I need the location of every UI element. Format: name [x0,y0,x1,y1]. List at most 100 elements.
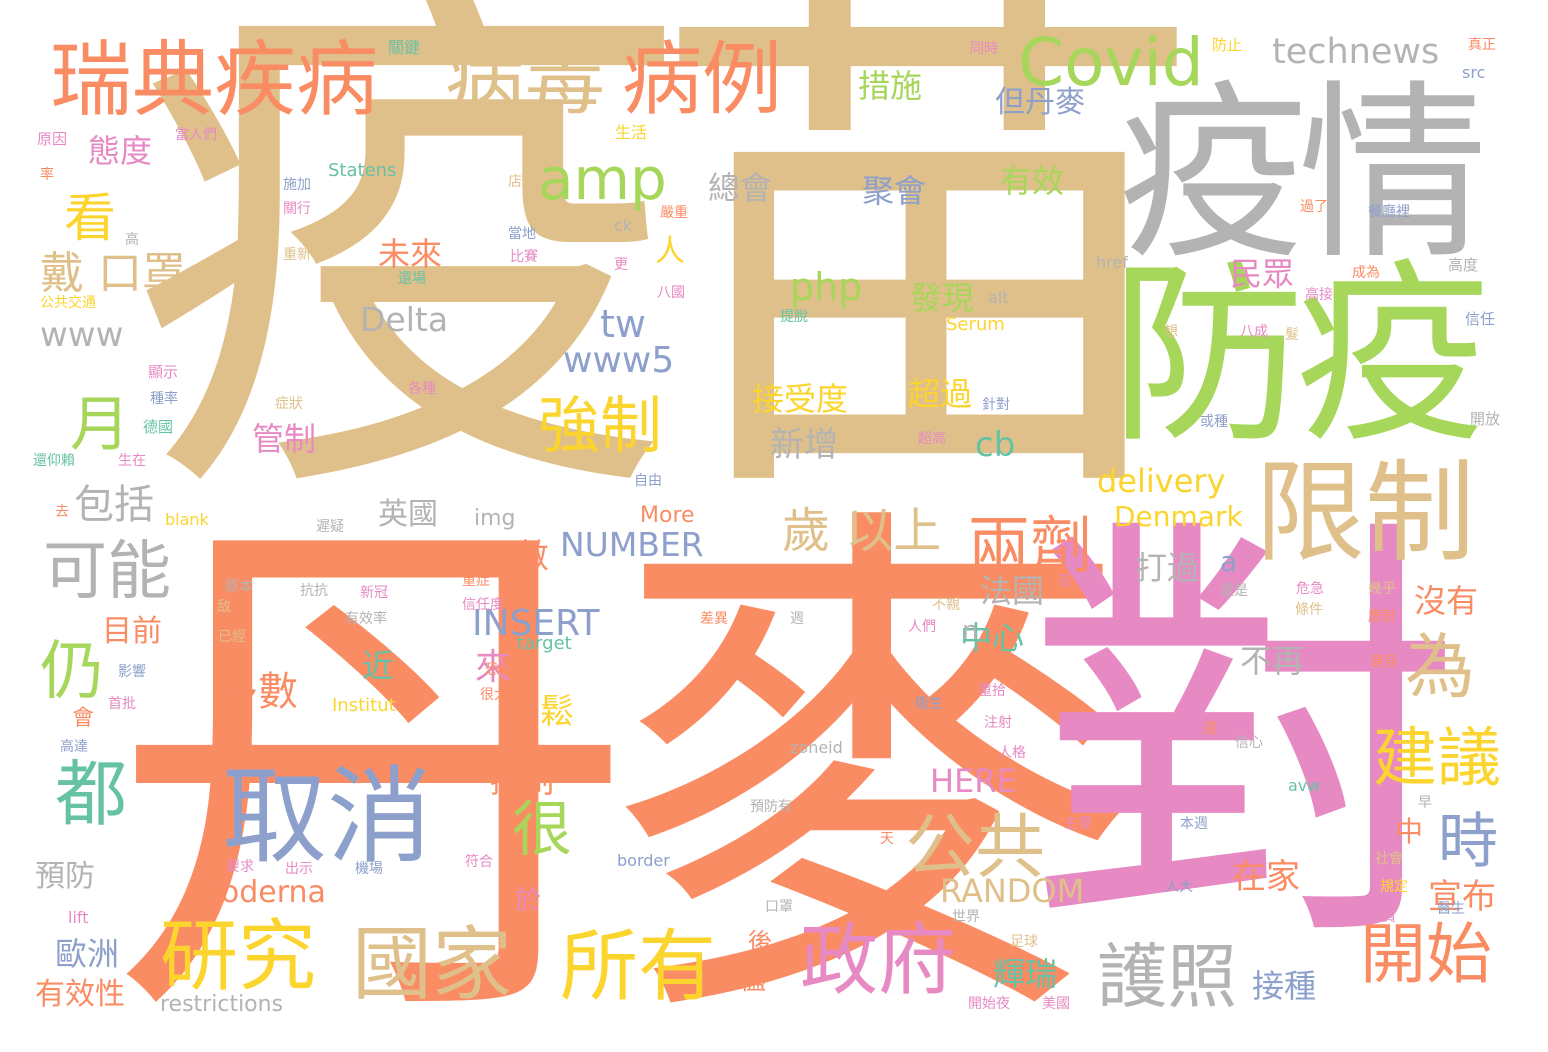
word-cloud-word: 於 [515,886,542,916]
word-cloud-word: 對 [1025,484,1465,996]
word-cloud-word: 英國 [378,497,438,532]
word-cloud-word: 強制 [538,389,663,462]
word-cloud-word: RANDOM [940,872,1085,910]
word-cloud-word: 天 [880,831,894,847]
word-cloud-word: 關行 [283,201,311,217]
word-cloud-word: 當人們 [175,127,217,143]
word-cloud-word: ck [614,216,633,235]
word-cloud-word: 但丹麥 [995,85,1085,120]
word-cloud-word: NUMBER [560,525,704,564]
word-cloud-word: 已經 [218,629,246,645]
word-cloud-word: 重新 [283,247,311,263]
word-cloud-word: 公共交通 [40,295,96,311]
word-cloud-word: 有效率 [345,611,387,627]
word-cloud-word: 可能 [43,535,171,609]
word-cloud-word: Institut [332,695,396,716]
word-cloud-word: 預防 [35,859,95,894]
word-cloud-word: 丹麥 [108,466,1138,1052]
word-cloud-word: 高度 [1448,256,1479,274]
word-cloud-word: 遲疑 [316,519,344,535]
word-cloud-word: 信任度 [462,597,504,613]
word-cloud-word: 高 [125,232,139,248]
word-cloud-word: 公共 [905,806,1045,888]
word-cloud-word: 官員 [1368,909,1396,925]
word-cloud-word: 措施 [858,67,923,105]
word-cloud-word: 人們 [908,619,936,635]
word-cloud-word: 足球 [1010,934,1038,950]
word-cloud-word: 時 [1438,807,1498,877]
word-cloud-word: 主要 [1064,816,1092,832]
word-cloud-word: 都 [55,752,128,836]
word-cloud-word: alt [988,288,1009,307]
word-cloud-word: 生在 [118,453,146,469]
word-cloud-word: 兩劑 [968,509,1093,582]
word-cloud-word: 更 [614,257,628,273]
word-cloud-word: 鬆 [540,692,574,732]
word-cloud-word: 超過 [908,375,973,413]
word-cloud-word: 生活 [615,123,648,142]
word-cloud-word: a4b3f35b [788,25,961,66]
word-cloud-word: 沒有 [1414,582,1479,620]
word-cloud-word: 開放 [1470,410,1501,428]
word-cloud-word: 月 [70,390,130,460]
word-cloud-word: 率 [40,167,54,183]
word-cloud-word: 提脫 [780,309,808,325]
word-cloud-word: 為 [1405,626,1475,708]
word-cloud-word: 法國 [980,572,1045,610]
word-cloud-word: 接種 [1252,967,1317,1005]
word-cloud-word: 控制 [490,762,555,800]
word-cloud-word: 危急 [1296,581,1324,597]
word-cloud-word: tw [600,302,646,346]
word-cloud-word: 限制 [1255,449,1475,577]
word-cloud-word: 有效 [1000,162,1065,200]
word-cloud-word: 人格 [998,745,1026,761]
word-cloud-word: 發現 [910,279,975,317]
word-cloud-word: 針對 [982,397,1010,413]
word-cloud-word: 超高 [918,431,946,447]
word-cloud-word: href [1096,253,1128,272]
word-cloud-word: 研究 [160,912,317,1002]
word-cloud-word: 人 [655,234,685,269]
word-cloud-word: 還場 [398,271,426,287]
word-cloud-word: 重拾 [978,683,1006,699]
word-cloud-word: 敌 [217,599,231,615]
word-cloud-word: 會 [72,706,95,731]
word-cloud-word: 成為 [1352,265,1380,281]
word-cloud-word: 來 [475,647,512,688]
word-cloud-word: 取消 [222,756,433,878]
word-cloud-word: 百 [1058,574,1072,590]
word-cloud-word: 規定 [1380,879,1408,895]
word-cloud-word: 種率 [150,391,178,407]
word-cloud-word: 人大 [1165,879,1193,895]
word-cloud-word: 德國 [143,418,174,436]
word-cloud-word: 各種 [408,381,436,397]
word-cloud-word: 真正 [1468,37,1496,53]
word-cloud-word: 目前 [102,614,162,649]
word-cloud-word: 要求 [226,859,254,875]
word-cloud-word: 儘 [740,966,767,996]
word-cloud-word: 高達 [60,739,88,755]
word-cloud-word: 去 [55,504,69,520]
word-cloud-word: 在家 [1232,857,1300,897]
word-cloud-word: 社會 [1375,851,1403,867]
word-cloud-word: lift [68,908,89,927]
word-cloud-word: zoneid [790,738,843,757]
word-cloud-word: 重症 [462,573,490,589]
word-cloud-word: 管制 [252,420,317,458]
word-cloud-word: 接受度 [752,380,849,418]
word-cloud-word: Denmark [1114,500,1243,533]
word-cloud-word: 很大 [480,687,508,703]
word-cloud-word: INSERT [472,603,600,644]
word-cloud-word: HERE [930,762,1017,800]
word-cloud-word: 數 [515,537,549,577]
word-cloud-word: 關鍵 [388,38,421,57]
word-cloud-word: 歐洲 [55,935,120,973]
word-cloud-word: www [40,315,124,355]
word-cloud-word: 還是 [1220,583,1248,599]
word-cloud-word: 新冠 [360,585,388,601]
word-cloud-word: 週 [790,611,804,627]
word-cloud-word: 建議 [1373,722,1501,796]
word-cloud-word: 顯示 [148,363,179,381]
word-cloud-word: www5 [563,340,675,381]
word-cloud-word: 幾乎 [1368,581,1396,597]
